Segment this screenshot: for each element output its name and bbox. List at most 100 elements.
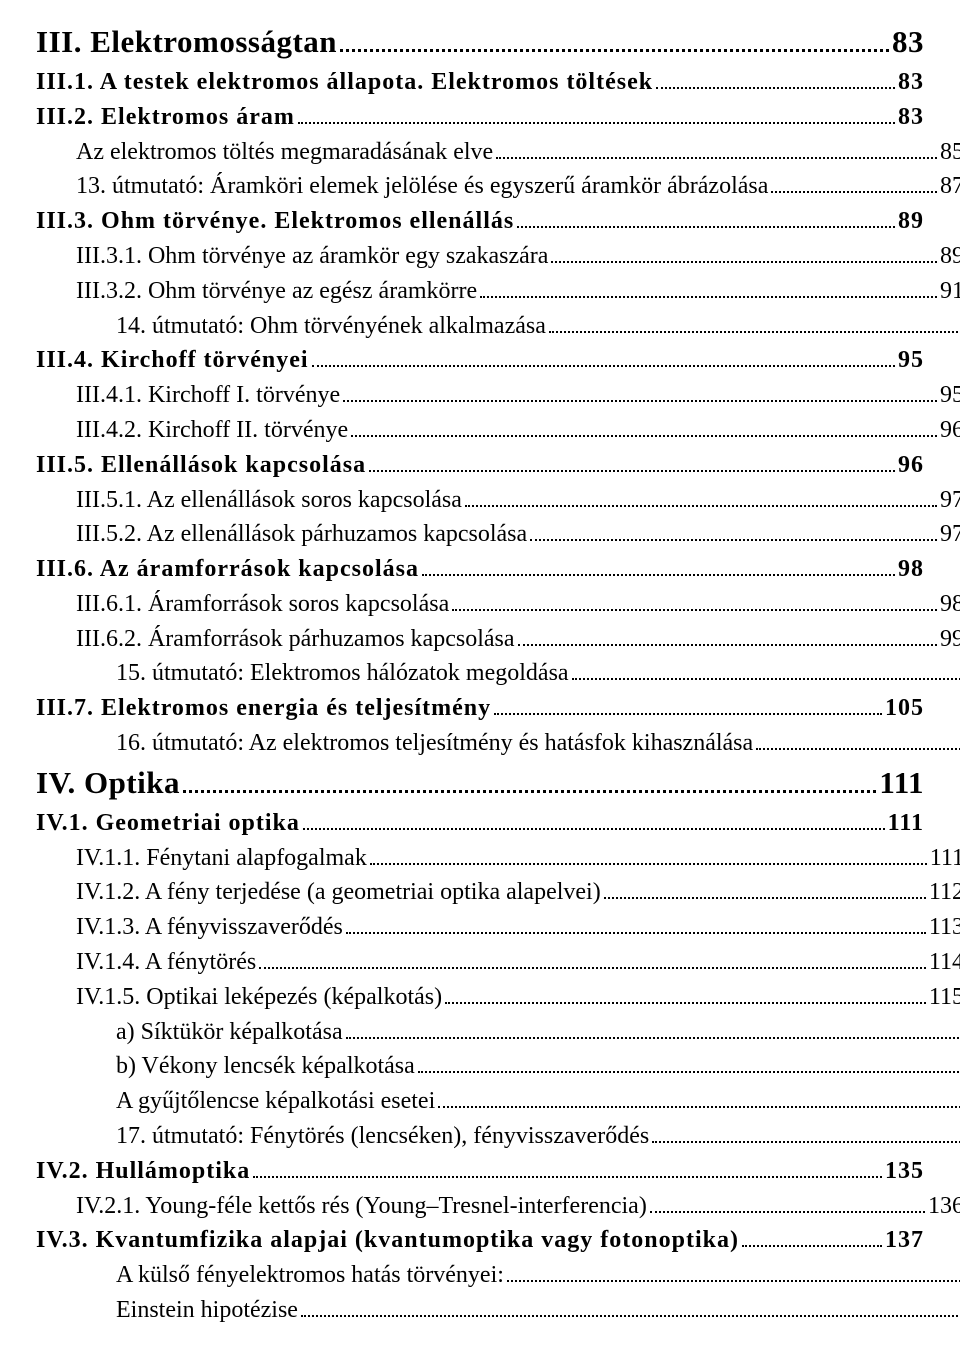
toc-entry-page: 96 [940,413,960,448]
dot-leader [438,1088,960,1108]
dot-leader [507,1262,960,1282]
table-of-contents: III. Elektromosságtan83III.1. A testek e… [36,20,924,1328]
toc-entry-title: IV.1.3. A fényvisszaverődés [76,910,343,945]
toc-entry-page: 98 [898,552,924,587]
dot-leader [418,1053,960,1073]
toc-entry-page: 89 [898,204,924,239]
toc-entry: III.4. Kirchoff törvényei95 [36,343,924,378]
toc-entry-title: III.1. A testek elektromos állapota. Ele… [36,65,653,100]
dot-leader [183,767,876,793]
toc-entry: A gyűjtőlencse képalkotási esetei124 [36,1084,960,1119]
toc-entry: IV. Optika111 [36,761,924,806]
toc-entry-title: 17. útmutató: Fénytörés (lencséken), fén… [116,1119,649,1154]
toc-entry-title: b) Vékony lencsék képalkotása [116,1049,415,1084]
dot-leader [771,173,937,193]
dot-leader [465,487,937,507]
dot-leader [549,313,960,333]
dot-leader [650,1193,925,1213]
toc-entry: 16. útmutató: Az elektromos teljesítmény… [36,726,960,761]
dot-leader [298,104,895,124]
toc-entry: IV.1.4. A fénytörés 114 [36,945,960,980]
dot-leader [742,1227,882,1247]
toc-entry-page: 136 [928,1189,960,1224]
toc-entry: III.3. Ohm törvénye. Elektromos ellenáll… [36,204,924,239]
dot-leader [346,914,926,934]
dot-leader [530,521,937,541]
toc-entry-page: 87 [940,169,960,204]
toc-entry: III.1. A testek elektromos állapota. Ele… [36,65,924,100]
toc-entry: III.7. Elektromos energia és teljesítmén… [36,691,924,726]
toc-entry: III.6.1. Áramforrások soros kapcsolása98 [36,587,960,622]
toc-entry-page: 135 [885,1154,924,1189]
toc-entry-page: 99 [940,622,960,657]
toc-entry: III.4.1. Kirchoff I. törvénye95 [36,378,960,413]
toc-entry-page: 83 [898,65,924,100]
dot-leader [480,278,937,298]
toc-entry: IV.1.5. Optikai leképezés (képalkotás)11… [36,980,960,1015]
toc-entry-title: A külső fényelektromos hatás törvényei: [116,1258,504,1293]
toc-entry: Az elektromos töltés megmaradásának elve… [36,135,960,170]
toc-entry: 14. útmutató: Ohm törvényének alkalmazás… [36,309,960,344]
toc-entry-page: 112 [929,875,960,910]
dot-leader [351,417,937,437]
toc-entry: 17. útmutató: Fénytörés (lencséken), fén… [36,1119,960,1154]
toc-entry-title: IV.3. Kvantumfizika alapjai (kvantumopti… [36,1223,739,1258]
toc-entry-title: III.6.1. Áramforrások soros kapcsolása [76,587,449,622]
toc-entry: III.3.1. Ohm törvénye az áramkör egy sza… [36,239,960,274]
dot-leader [518,626,937,646]
dot-leader [253,1158,882,1178]
toc-entry-title: 13. útmutató: Áramköri elemek jelölése é… [76,169,768,204]
dot-leader [494,695,882,715]
toc-entry-title: III.3.1. Ohm törvénye az áramkör egy sza… [76,239,548,274]
toc-entry-title: 15. útmutató: Elektromos hálózatok megol… [116,656,569,691]
toc-entry-title: IV.1.2. A fény terjedése (a geometriai o… [76,875,601,910]
dot-leader [572,660,960,680]
toc-entry-page: 89 [940,239,960,274]
toc-entry: IV.1. Geometriai optika111 [36,806,924,841]
toc-entry-title: A gyűjtőlencse képalkotási esetei [116,1084,435,1119]
toc-entry-title: III.3.2. Ohm törvénye az egész áramkörre [76,274,477,309]
toc-entry-title: III.5. Ellenállások kapcsolása [36,448,366,483]
toc-entry-title: III.5.1. Az ellenállások soros kapcsolás… [76,483,462,518]
toc-entry-page: 91 [940,274,960,309]
toc-entry: 13. útmutató: Áramköri elemek jelölése é… [36,169,960,204]
dot-leader [369,452,895,472]
dot-leader [517,208,895,228]
toc-entry-page: 113 [929,910,960,945]
toc-entry-title: III.7. Elektromos energia és teljesítmén… [36,691,491,726]
toc-entry: III.2. Elektromos áram83 [36,100,924,135]
toc-entry: III.5. Ellenállások kapcsolása96 [36,448,924,483]
toc-entry-title: III.6.2. Áramforrások párhuzamos kapcsol… [76,622,515,657]
toc-entry-title: III.4.2. Kirchoff II. törvénye [76,413,348,448]
toc-entry-title: IV.1.4. A fénytörés [76,945,256,980]
toc-entry-title: IV.2. Hullámoptika [36,1154,250,1189]
toc-entry-title: Az elektromos töltés megmaradásának elve [76,135,493,170]
dot-leader [656,69,895,89]
toc-entry: IV.1.3. A fényvisszaverődés 113 [36,910,960,945]
dot-leader [370,845,927,865]
dot-leader [652,1123,960,1143]
toc-entry-page: 114 [929,945,960,980]
dot-leader [303,810,885,830]
dot-leader [340,26,889,52]
dot-leader [422,556,895,576]
toc-entry: 15. útmutató: Elektromos hálózatok megol… [36,656,960,691]
toc-entry-page: 83 [892,20,924,65]
dot-leader [452,591,937,611]
toc-entry-page: 97 [940,517,960,552]
dot-leader [301,1297,960,1317]
dot-leader [312,347,895,367]
toc-entry-page: 137 [885,1223,924,1258]
toc-entry-page: 95 [898,343,924,378]
toc-entry: III.4.2. Kirchoff II. törvénye 96 [36,413,960,448]
dot-leader [346,1019,960,1039]
toc-entry: III.3.2. Ohm törvénye az egész áramkörre… [36,274,960,309]
toc-entry-page: 85 [940,135,960,170]
toc-entry-page: 97 [940,483,960,518]
toc-entry-title: IV.1.5. Optikai leképezés (képalkotás) [76,980,442,1015]
toc-entry-title: III.3. Ohm törvénye. Elektromos ellenáll… [36,204,514,239]
toc-entry-title: 14. útmutató: Ohm törvényének alkalmazás… [116,309,546,344]
dot-leader [445,984,926,1004]
toc-entry-title: III.5.2. Az ellenállások párhuzamos kapc… [76,517,527,552]
toc-entry: III.5.1. Az ellenállások soros kapcsolás… [36,483,960,518]
